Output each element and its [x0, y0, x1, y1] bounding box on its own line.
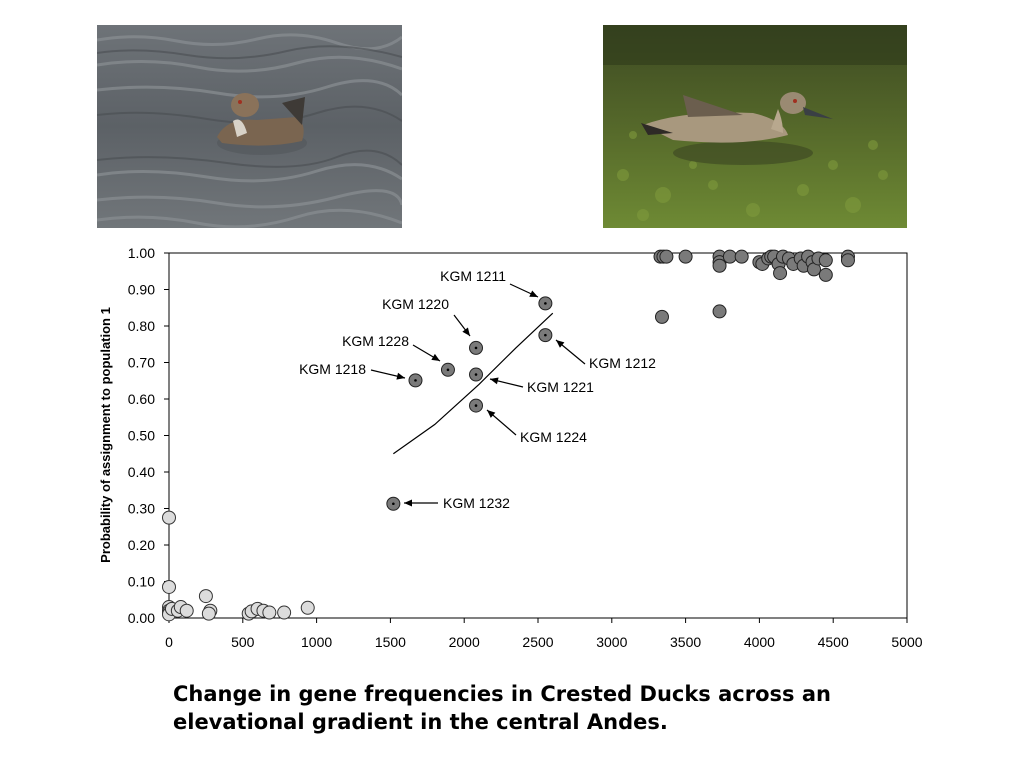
y-tick-label: 0.60: [128, 391, 155, 407]
data-point: [654, 309, 669, 324]
low-elevation-points: [162, 510, 315, 622]
y-axis-label: Probability of assignment to population …: [98, 307, 113, 563]
data-point: [179, 603, 194, 618]
annotation-arrowhead: [529, 290, 538, 297]
data-point: [201, 606, 216, 621]
annotation-arrowhead: [487, 410, 496, 418]
y-tick-label: 0.00: [128, 610, 155, 626]
y-tick-label: 1.00: [128, 245, 155, 261]
data-point: [300, 600, 315, 615]
data-point: [818, 267, 833, 282]
crested-duck-photo-green-water: [603, 25, 907, 228]
data-point: [678, 249, 693, 264]
caption-line-2: elevational gradient in the central Ande…: [173, 710, 668, 734]
data-point: [734, 249, 749, 264]
y-tick-label: 0.20: [128, 537, 155, 553]
plot-area: [168, 252, 908, 619]
y-tick-label: 0.10: [128, 574, 155, 590]
x-axis: 0 500 1000 1500 2000 2500 3000 3500 4000 4500 5000: [165, 618, 923, 650]
trend-line: [393, 312, 554, 455]
data-point: [277, 605, 292, 620]
annotation-arrowhead: [462, 327, 470, 336]
labelled-point-dot: [474, 346, 478, 350]
data-point: [712, 258, 727, 273]
x-tick-label: 5000: [891, 634, 922, 650]
point-label: KGM 1221: [527, 379, 594, 395]
y-tick-label: 0.80: [128, 318, 155, 334]
x-tick-label: 0: [165, 634, 173, 650]
x-tick-label: 1000: [301, 634, 332, 650]
x-tick-label: 3500: [670, 634, 701, 650]
x-tick-label: 500: [231, 634, 255, 650]
high-elevation-points: [653, 249, 855, 324]
labelled-point-dot: [474, 373, 478, 376]
annotation-arrowhead: [404, 499, 412, 507]
labelled-point-dot: [544, 302, 547, 305]
data-point: [262, 605, 277, 620]
point-label: KGM 1211: [440, 268, 506, 284]
point-label: KGM 1228: [342, 333, 409, 349]
point-label: KGM 1232: [443, 495, 510, 511]
data-point: [162, 510, 176, 525]
point-annotations: KGM 1211 KGM 1220 KGM 1228 KGM 1218 KGM 1212…: [299, 268, 656, 511]
y-tick-label: 0.90: [128, 282, 155, 298]
annotation-arrowhead: [396, 372, 405, 380]
labelled-point-dot: [474, 404, 478, 407]
data-point: [162, 579, 176, 594]
crested-duck-photo-grey-water: [97, 25, 402, 228]
data-point: [198, 589, 213, 604]
caption-line-1: Change in gene frequencies in Crested Du…: [173, 682, 831, 706]
labelled-point-dot: [414, 379, 417, 382]
data-point: [773, 266, 788, 281]
annotation-arrowhead: [556, 340, 565, 348]
point-label: KGM 1224: [520, 429, 587, 445]
duck-on-green-water-photo-icon: [603, 25, 907, 228]
labelled-point-dot: [544, 333, 547, 337]
labelled-points: [386, 296, 553, 511]
y-tick-label: 0.50: [128, 428, 155, 444]
labelled-point-dot: [392, 502, 395, 506]
x-tick-label: 4500: [818, 634, 849, 650]
point-label: KGM 1218: [299, 361, 366, 377]
x-tick-label: 1500: [375, 634, 406, 650]
data-point: [840, 253, 855, 268]
annotation-arrowhead: [490, 377, 499, 385]
data-point: [722, 249, 737, 264]
y-tick-label: 0.40: [128, 464, 155, 480]
duck-on-grey-water-photo-icon: [97, 25, 402, 228]
y-axis: 0.00 0.10 0.20 0.30 0.40 0.50 0.60 0.70 0.80 0.90…: [128, 245, 169, 626]
y-tick-label: 0.70: [128, 355, 155, 371]
data-point: [818, 253, 833, 268]
x-tick-label: 2000: [449, 634, 480, 650]
x-tick-label: 4000: [744, 634, 775, 650]
figure-caption: Change in gene frequencies in Crested Du…: [173, 680, 973, 736]
data-point: [659, 249, 674, 264]
x-tick-label: 2500: [522, 634, 553, 650]
point-label: KGM 1220: [382, 296, 449, 312]
labelled-point-dot: [446, 368, 450, 372]
point-label: KGM 1212: [589, 355, 656, 371]
x-tick-label: 3000: [596, 634, 627, 650]
data-point: [712, 304, 727, 319]
y-tick-label: 0.30: [128, 501, 155, 517]
annotation-arrowhead: [431, 353, 440, 361]
